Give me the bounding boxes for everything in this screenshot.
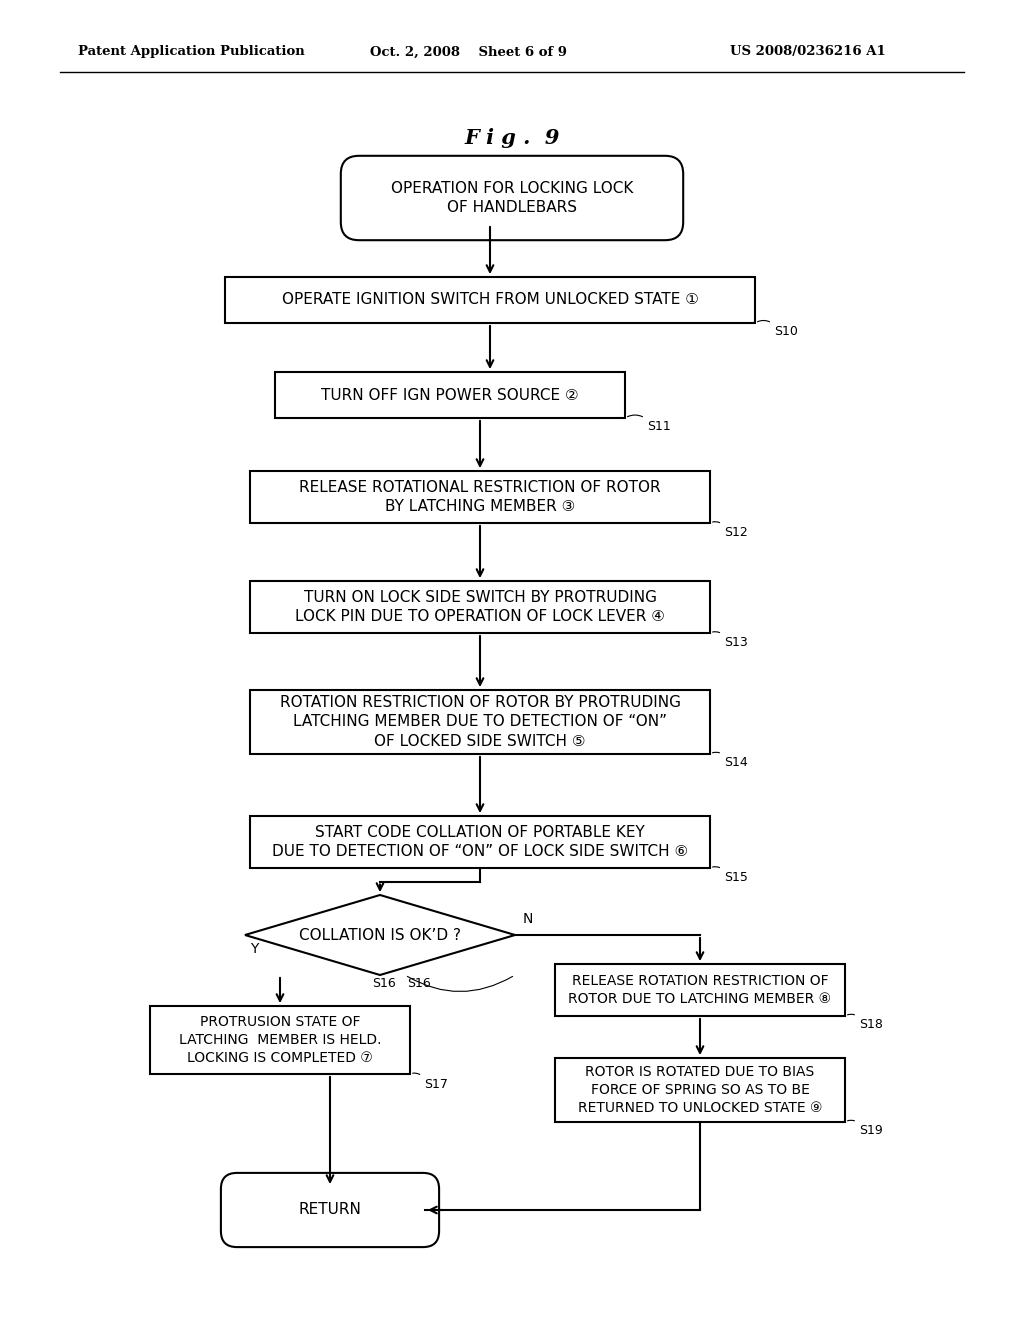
Text: Y: Y bbox=[250, 942, 258, 956]
Text: S10: S10 bbox=[774, 325, 798, 338]
Text: S11: S11 bbox=[647, 420, 671, 433]
Text: OPERATE IGNITION SWITCH FROM UNLOCKED STATE ①: OPERATE IGNITION SWITCH FROM UNLOCKED ST… bbox=[282, 293, 698, 308]
Text: RETURN: RETURN bbox=[299, 1203, 361, 1217]
Text: F i g .  9: F i g . 9 bbox=[464, 128, 560, 148]
Text: S15: S15 bbox=[724, 871, 748, 884]
Text: US 2008/0236216 A1: US 2008/0236216 A1 bbox=[730, 45, 886, 58]
Text: OPERATION FOR LOCKING LOCK
OF HANDLEBARS: OPERATION FOR LOCKING LOCK OF HANDLEBARS bbox=[391, 181, 633, 215]
FancyBboxPatch shape bbox=[221, 1173, 439, 1247]
Bar bbox=[275, 372, 625, 418]
Bar bbox=[150, 1006, 410, 1074]
Text: S13: S13 bbox=[724, 636, 748, 649]
Text: Patent Application Publication: Patent Application Publication bbox=[78, 45, 305, 58]
Text: START CODE COLLATION OF PORTABLE KEY
DUE TO DETECTION OF “ON” OF LOCK SIDE SWITC: START CODE COLLATION OF PORTABLE KEY DUE… bbox=[272, 825, 688, 859]
Bar bbox=[225, 277, 755, 323]
Text: TURN OFF IGN POWER SOURCE ②: TURN OFF IGN POWER SOURCE ② bbox=[322, 388, 579, 403]
Text: RELEASE ROTATION RESTRICTION OF
ROTOR DUE TO LATCHING MEMBER ⑧: RELEASE ROTATION RESTRICTION OF ROTOR DU… bbox=[568, 974, 831, 1006]
Text: N: N bbox=[523, 912, 534, 927]
Bar bbox=[555, 1059, 845, 1122]
Text: Oct. 2, 2008    Sheet 6 of 9: Oct. 2, 2008 Sheet 6 of 9 bbox=[370, 45, 567, 58]
Text: COLLATION IS OK’D ?: COLLATION IS OK’D ? bbox=[299, 928, 461, 942]
FancyBboxPatch shape bbox=[341, 156, 683, 240]
Text: ROTATION RESTRICTION OF ROTOR BY PROTRUDING
LATCHING MEMBER DUE TO DETECTION OF : ROTATION RESTRICTION OF ROTOR BY PROTRUD… bbox=[280, 694, 681, 750]
Text: S19: S19 bbox=[859, 1125, 883, 1137]
Text: S16: S16 bbox=[407, 977, 431, 990]
Text: S17: S17 bbox=[424, 1078, 447, 1092]
Bar bbox=[250, 690, 710, 754]
Polygon shape bbox=[245, 895, 515, 975]
Text: S18: S18 bbox=[859, 1018, 883, 1031]
Text: TURN ON LOCK SIDE SWITCH BY PROTRUDING
LOCK PIN DUE TO OPERATION OF LOCK LEVER ④: TURN ON LOCK SIDE SWITCH BY PROTRUDING L… bbox=[295, 590, 665, 624]
Bar bbox=[250, 581, 710, 634]
Text: PROTRUSION STATE OF
LATCHING  MEMBER IS HELD.
LOCKING IS COMPLETED ⑦: PROTRUSION STATE OF LATCHING MEMBER IS H… bbox=[179, 1015, 381, 1065]
Text: S16: S16 bbox=[372, 977, 395, 990]
Bar bbox=[250, 816, 710, 869]
Text: S14: S14 bbox=[724, 756, 748, 770]
Bar bbox=[250, 471, 710, 523]
Bar bbox=[555, 964, 845, 1016]
Text: ROTOR IS ROTATED DUE TO BIAS
FORCE OF SPRING SO AS TO BE
RETURNED TO UNLOCKED ST: ROTOR IS ROTATED DUE TO BIAS FORCE OF SP… bbox=[578, 1065, 822, 1115]
Text: RELEASE ROTATIONAL RESTRICTION OF ROTOR
BY LATCHING MEMBER ③: RELEASE ROTATIONAL RESTRICTION OF ROTOR … bbox=[299, 479, 660, 515]
Text: S12: S12 bbox=[724, 525, 748, 539]
